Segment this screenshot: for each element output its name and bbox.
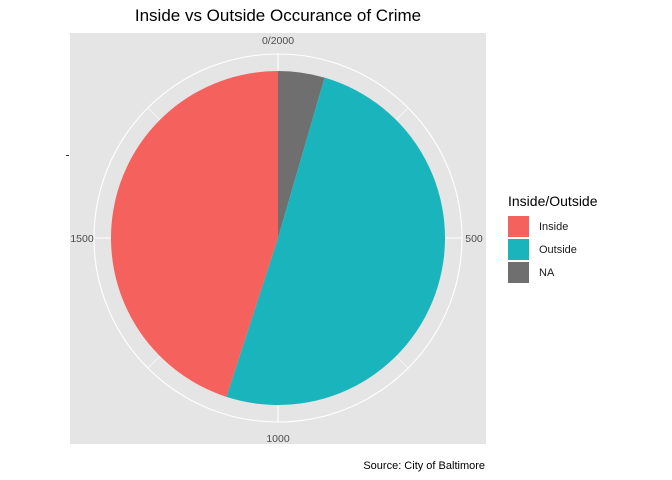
theta-tick-labels: 0/2000 500 1000 1500 [70, 35, 483, 445]
legend-key-na [508, 262, 529, 283]
pie-slice-outside [226, 77, 445, 405]
theta-tick-label: 1000 [266, 433, 290, 445]
legend-label-inside: Inside [539, 220, 569, 233]
legend-item-outside: Outside [508, 238, 598, 261]
theta-tick-label: 0/2000 [262, 35, 294, 47]
legend-key-inside [508, 216, 529, 237]
pie-slice-na [278, 71, 325, 238]
legend-item-inside: Inside [508, 215, 598, 238]
legend-label-outside: Outside [539, 243, 577, 256]
legend-label-na: NA [539, 266, 555, 279]
legend-title: Inside/Outside [508, 193, 598, 209]
legend: Inside/Outside Inside Outside NA [508, 193, 598, 284]
legend-item-na: NA [508, 261, 598, 284]
y-axis-tick [66, 155, 69, 156]
chart-title: Inside vs Outside Occurance of Crime [134, 6, 422, 25]
theta-tick-label: 1500 [70, 233, 94, 245]
pie-slices [110, 71, 445, 405]
theta-tick-label: 500 [465, 233, 483, 245]
legend-key-outside [508, 239, 529, 260]
pie-slice-inside [110, 71, 279, 397]
chart-caption: Source: City of Baltimore [363, 460, 485, 472]
